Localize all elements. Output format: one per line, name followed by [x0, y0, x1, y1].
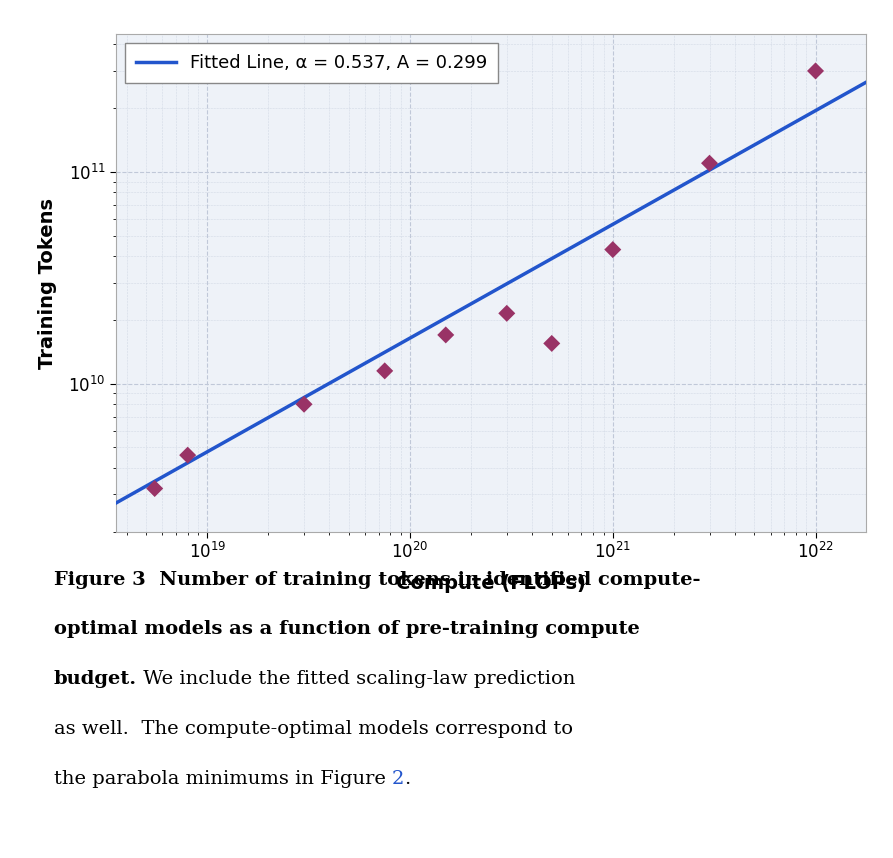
Text: optimal models as a function of pre-training compute: optimal models as a function of pre-trai…	[54, 620, 639, 638]
Point	[296, 397, 311, 411]
Text: the parabola minimums in Figure: the parabola minimums in Figure	[54, 770, 392, 788]
Point	[378, 364, 392, 378]
Text: Figure 3  Number of training tokens in identified compute-: Figure 3 Number of training tokens in id…	[54, 571, 700, 589]
Point	[605, 243, 620, 257]
Text: .: .	[404, 770, 410, 788]
X-axis label: Compute (FLOPs): Compute (FLOPs)	[396, 574, 586, 593]
Point	[147, 481, 162, 495]
Y-axis label: Training Tokens: Training Tokens	[38, 197, 57, 369]
Point	[180, 448, 195, 462]
Point	[703, 156, 717, 170]
Fitted Line, α = 0.537, A = 0.299	[656, 192, 667, 202]
Fitted Line, α = 0.537, A = 0.299	[652, 194, 663, 204]
Line: Fitted Line, α = 0.537, A = 0.299: Fitted Line, α = 0.537, A = 0.299	[116, 82, 866, 503]
Fitted Line, α = 0.537, A = 0.299	[861, 77, 872, 88]
Point	[500, 306, 514, 320]
Fitted Line, α = 0.537, A = 0.299	[111, 498, 121, 508]
Point	[808, 64, 822, 78]
Point	[438, 328, 453, 341]
Text: 2: 2	[392, 770, 404, 788]
Text: budget.: budget.	[54, 670, 137, 688]
Text: We include the fitted scaling-law prediction: We include the fitted scaling-law predic…	[137, 670, 575, 688]
Fitted Line, α = 0.537, A = 0.299	[201, 447, 212, 457]
Legend: Fitted Line, α = 0.537, A = 0.299: Fitted Line, α = 0.537, A = 0.299	[125, 44, 498, 83]
Fitted Line, α = 0.537, A = 0.299	[355, 360, 366, 371]
Text: as well.  The compute-optimal models correspond to: as well. The compute-optimal models corr…	[54, 720, 572, 738]
Point	[545, 336, 559, 350]
Fitted Line, α = 0.537, A = 0.299	[582, 233, 593, 244]
Fitted Line, α = 0.537, A = 0.299	[408, 331, 419, 341]
